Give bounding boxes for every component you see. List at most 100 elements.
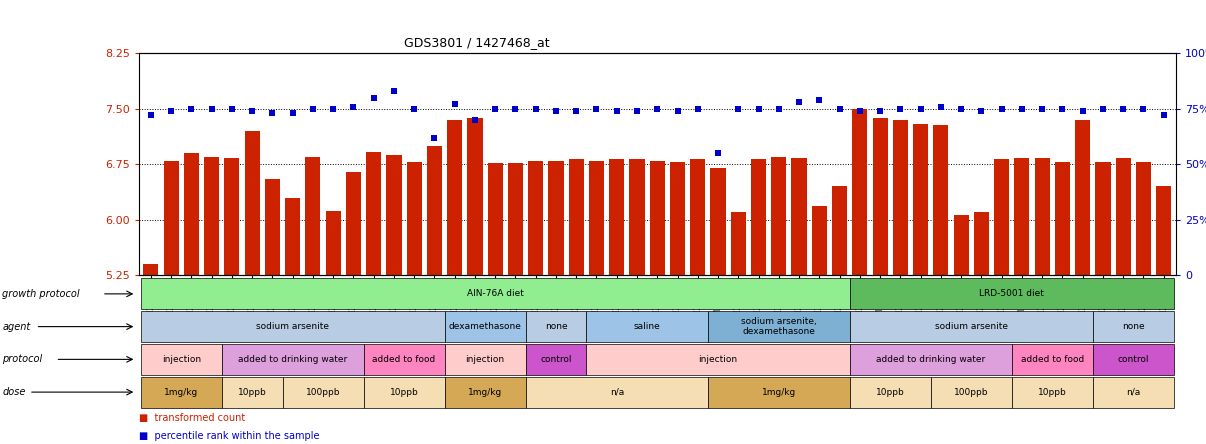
Point bbox=[1053, 105, 1072, 112]
Text: injection: injection bbox=[466, 355, 504, 364]
Bar bbox=[751, 159, 766, 275]
Point bbox=[466, 116, 485, 123]
Text: n/a: n/a bbox=[609, 388, 624, 396]
Text: dexamethasone: dexamethasone bbox=[449, 322, 521, 331]
Bar bbox=[1116, 159, 1131, 275]
Point bbox=[708, 150, 727, 157]
Bar bbox=[731, 212, 745, 275]
Point bbox=[769, 105, 789, 112]
Bar bbox=[265, 179, 280, 275]
Point bbox=[567, 107, 586, 115]
Point bbox=[830, 105, 849, 112]
Text: agent: agent bbox=[2, 321, 30, 332]
Point bbox=[486, 105, 505, 112]
Point bbox=[972, 107, 991, 115]
Text: dose: dose bbox=[2, 387, 25, 397]
Point bbox=[749, 105, 768, 112]
Bar bbox=[933, 125, 948, 275]
Bar bbox=[994, 159, 1009, 275]
Point bbox=[303, 105, 322, 112]
Point bbox=[505, 105, 525, 112]
Point bbox=[1032, 105, 1052, 112]
Bar bbox=[528, 161, 544, 275]
Text: n/a: n/a bbox=[1126, 388, 1141, 396]
Point bbox=[323, 105, 343, 112]
Text: sodium arsenite: sodium arsenite bbox=[935, 322, 1008, 331]
Bar bbox=[508, 163, 523, 275]
Text: ■  percentile rank within the sample: ■ percentile rank within the sample bbox=[139, 431, 320, 441]
Bar bbox=[346, 172, 361, 275]
Text: 1mg/kg: 1mg/kg bbox=[164, 388, 198, 396]
Point bbox=[1154, 112, 1173, 119]
Bar bbox=[812, 206, 827, 275]
Point bbox=[1113, 105, 1132, 112]
Point bbox=[222, 105, 241, 112]
Text: none: none bbox=[545, 322, 567, 331]
Bar bbox=[1055, 162, 1070, 275]
Bar bbox=[872, 118, 888, 275]
Point bbox=[162, 107, 181, 115]
Text: 10ppb: 10ppb bbox=[876, 388, 904, 396]
Point bbox=[1012, 105, 1031, 112]
Text: 1mg/kg: 1mg/kg bbox=[468, 388, 502, 396]
Text: growth protocol: growth protocol bbox=[2, 289, 80, 299]
Bar bbox=[569, 159, 584, 275]
Bar bbox=[326, 211, 341, 275]
Text: sodium arsenite,
dexamethasone: sodium arsenite, dexamethasone bbox=[740, 317, 816, 336]
Point bbox=[931, 103, 950, 110]
Bar bbox=[164, 161, 178, 275]
Bar bbox=[487, 163, 503, 275]
Bar bbox=[609, 159, 625, 275]
Bar bbox=[1075, 120, 1090, 275]
Bar bbox=[305, 157, 321, 275]
Bar bbox=[406, 162, 422, 275]
Bar bbox=[630, 159, 645, 275]
Bar bbox=[589, 161, 604, 275]
Point bbox=[689, 105, 708, 112]
Point bbox=[242, 107, 262, 115]
Point bbox=[952, 105, 971, 112]
Bar bbox=[183, 153, 199, 275]
Bar bbox=[853, 109, 867, 275]
Bar bbox=[892, 120, 908, 275]
Point bbox=[911, 105, 930, 112]
Text: added to drinking water: added to drinking water bbox=[876, 355, 985, 364]
Point bbox=[668, 107, 687, 115]
Text: added to food: added to food bbox=[1020, 355, 1084, 364]
Bar bbox=[427, 146, 443, 275]
Bar bbox=[144, 264, 158, 275]
Point bbox=[425, 134, 444, 141]
Point bbox=[445, 101, 464, 108]
Bar bbox=[204, 157, 219, 275]
Text: none: none bbox=[1122, 322, 1144, 331]
Bar bbox=[468, 118, 482, 275]
Text: sodium arsenite: sodium arsenite bbox=[256, 322, 329, 331]
Point bbox=[728, 105, 748, 112]
Text: AIN-76A diet: AIN-76A diet bbox=[467, 289, 523, 298]
Point bbox=[404, 105, 423, 112]
Point bbox=[385, 87, 404, 95]
Text: injection: injection bbox=[698, 355, 738, 364]
Text: LRD-5001 diet: LRD-5001 diet bbox=[979, 289, 1044, 298]
Point bbox=[648, 105, 667, 112]
Bar bbox=[669, 162, 685, 275]
Bar bbox=[690, 159, 706, 275]
Point bbox=[871, 107, 890, 115]
Point bbox=[1134, 105, 1153, 112]
Bar bbox=[549, 161, 563, 275]
Bar bbox=[447, 120, 462, 275]
Point bbox=[891, 105, 911, 112]
Text: 1mg/kg: 1mg/kg bbox=[762, 388, 796, 396]
Text: 100ppb: 100ppb bbox=[954, 388, 989, 396]
Point bbox=[993, 105, 1012, 112]
Point bbox=[526, 105, 545, 112]
Point bbox=[790, 99, 809, 106]
Point bbox=[809, 96, 829, 103]
Text: 100ppb: 100ppb bbox=[306, 388, 340, 396]
Point bbox=[546, 107, 566, 115]
Bar bbox=[913, 123, 929, 275]
Bar bbox=[1136, 162, 1151, 275]
Bar bbox=[1157, 186, 1171, 275]
Point bbox=[1073, 107, 1093, 115]
Bar bbox=[710, 168, 726, 275]
